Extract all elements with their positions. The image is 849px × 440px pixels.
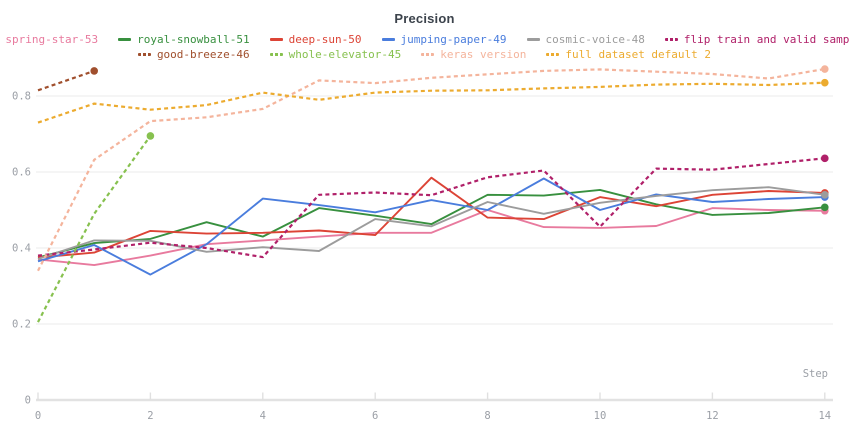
series-line-deep-sun-50[interactable] — [37, 176, 825, 259]
chart-title: Precision — [394, 11, 455, 26]
legend-item-full-dataset-default-2[interactable]: full dataset default 2 — [546, 48, 711, 61]
solid-line-swatch-icon — [118, 38, 132, 41]
legend-item-label: cosmic-voice-48 — [545, 33, 645, 46]
dashed-line-swatch-icon — [269, 53, 283, 56]
x-tick-label-2: 2 — [147, 410, 153, 422]
legend-item-spring-star-53[interactable]: spring-star-53 — [0, 33, 98, 46]
x-tick-label-12: 12 — [706, 410, 719, 422]
series-line-keras-version[interactable] — [37, 67, 825, 272]
series-endpoint-full-dataset-default-2 — [821, 78, 829, 87]
y-tick-label-0.8: 0.8 — [12, 91, 31, 103]
series-line-royal-snowball-51[interactable] — [37, 188, 825, 259]
legend-item-label: royal-snowball-51 — [137, 33, 250, 46]
series-line-spring-star-53[interactable] — [37, 207, 825, 267]
x-axis-label: Step — [803, 368, 828, 380]
legend-item-label: keras version — [440, 48, 527, 61]
legend-item-label: full dataset default 2 — [565, 48, 712, 61]
legend-row-1: spring-star-53 royal-snowball-51 deep-sun-… — [0, 32, 849, 47]
series-line-jumping-paper-49[interactable] — [37, 177, 825, 276]
x-tick-label-8: 8 — [484, 410, 490, 422]
legend-item-whole-elevator-45[interactable]: whole-elevator-45 — [269, 48, 402, 61]
series-endpoint-royal-snowball-51 — [821, 203, 829, 212]
y-tick-label-0.2: 0.2 — [12, 319, 31, 331]
y-tick-label-0.4: 0.4 — [12, 243, 31, 255]
x-tick-label-4: 4 — [260, 410, 266, 422]
series-endpoint-good-breeze-46 — [90, 67, 98, 75]
legend-item-label: deep-sun-50 — [288, 33, 362, 46]
x-tick-label-6: 6 — [372, 410, 378, 422]
dashed-line-swatch-icon — [137, 53, 151, 56]
legend-item-deep-sun-50[interactable]: deep-sun-50 — [269, 33, 362, 46]
x-tick-label-14: 14 — [818, 410, 831, 422]
y-tick-label-0.6: 0.6 — [12, 167, 31, 179]
legend-row-2: good-breeze-46 whole-elevator-45 keras ver… — [0, 47, 849, 62]
legend-item-flip-train-and-valid-sample[interactable]: flip train and valid sample — [664, 33, 849, 46]
solid-line-swatch-icon — [381, 38, 395, 41]
chart-legend: spring-star-53 royal-snowball-51 deep-sun-… — [0, 32, 849, 62]
legend-item-label: jumping-paper-49 — [400, 33, 507, 46]
x-tick-label-10: 10 — [594, 410, 607, 422]
series-line-whole-elevator-45[interactable] — [37, 135, 152, 323]
series-endpoint-cosmic-voice-48 — [821, 191, 829, 199]
series-line-good-breeze-46[interactable] — [37, 69, 95, 92]
legend-item-royal-snowball-51[interactable]: royal-snowball-51 — [118, 33, 250, 46]
dashed-line-swatch-icon — [546, 53, 560, 56]
legend-item-cosmic-voice-48[interactable]: cosmic-voice-48 — [526, 33, 645, 46]
x-tick-label-0: 0 — [35, 410, 41, 422]
series-endpoint-whole-elevator-45 — [146, 132, 155, 140]
legend-item-label: whole-elevator-45 — [288, 48, 402, 61]
dashed-line-swatch-icon — [664, 38, 678, 41]
solid-line-swatch-icon — [526, 38, 540, 41]
legend-item-keras-version[interactable]: keras version — [421, 48, 526, 61]
legend-item-label: spring-star-53 — [5, 33, 99, 46]
y-tick-label-0: 0 — [25, 395, 31, 407]
series-line-full-dataset-default-2[interactable] — [37, 81, 825, 124]
legend-item-good-breeze-46[interactable]: good-breeze-46 — [137, 48, 250, 61]
legend-item-label: good-breeze-46 — [156, 48, 250, 61]
series-line-flip-train-and-valid-sample[interactable] — [37, 157, 825, 259]
legend-item-jumping-paper-49[interactable]: jumping-paper-49 — [381, 33, 507, 46]
solid-line-swatch-icon — [269, 38, 283, 41]
series-endpoint-keras-version — [821, 65, 829, 73]
dashed-line-swatch-icon — [421, 53, 435, 56]
series-endpoint-flip-train-and-valid-sample — [821, 154, 829, 163]
legend-item-label: flip train and valid sample — [683, 33, 849, 46]
